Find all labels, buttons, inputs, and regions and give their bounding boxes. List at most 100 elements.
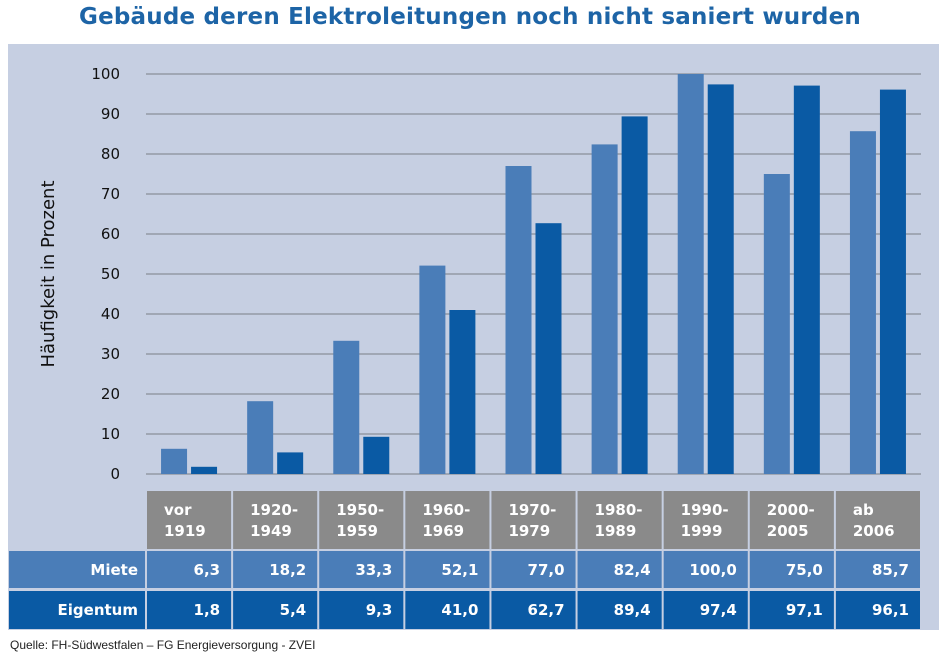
category-label: 1979 <box>508 522 550 540</box>
data-label: 77,0 <box>528 561 565 579</box>
category-label: 1969 <box>422 522 464 540</box>
category-label: 1999 <box>681 522 723 540</box>
category-label: 1980- <box>595 501 643 519</box>
category-label: 2000- <box>767 501 815 519</box>
category-label: 2006 <box>853 522 895 540</box>
table-value-cell <box>577 591 662 629</box>
y-tick-label: 60 <box>101 225 120 243</box>
y-tick-label: 80 <box>101 145 120 163</box>
bar-eigentum <box>621 116 648 475</box>
table-header-cell <box>835 491 920 549</box>
table-header-cell <box>577 491 662 549</box>
table-header-cell <box>663 491 748 549</box>
y-tick-label: 40 <box>101 305 120 323</box>
chart-svg: 0 10 20 30 40 50 60 70 80 90 100 Häufigkeit in Proz… <box>9 65 921 629</box>
row-label-eigentum: Eigentum <box>58 601 138 619</box>
category-label: ab <box>853 501 874 519</box>
data-label: 9,3 <box>366 601 393 619</box>
bar-miete <box>505 166 532 474</box>
table-value-cell <box>491 591 576 629</box>
data-label: 85,7 <box>872 561 909 579</box>
bar-eigentum <box>707 84 734 475</box>
y-tick-label: 20 <box>101 385 120 403</box>
category-label: 1990- <box>681 501 729 519</box>
row-label-cell <box>9 591 145 629</box>
table-value-cell <box>663 591 748 629</box>
table-header-cell <box>405 491 490 549</box>
data-label: 96,1 <box>872 601 909 619</box>
table-value-cell <box>147 591 232 629</box>
table-value-cell <box>405 551 490 588</box>
row-label-miete: Miete <box>90 561 138 579</box>
y-axis-label: Häufigkeit in Prozent <box>38 180 59 367</box>
table-value-cell <box>663 551 748 588</box>
bar-eigentum <box>793 85 820 474</box>
table-header-cell <box>491 491 576 549</box>
table-header-cell <box>749 491 834 549</box>
data-label: 100,0 <box>689 561 736 579</box>
source-note: Quelle: FH-Südwestfalen – FG Energievers… <box>10 638 316 652</box>
chart-title: Gebäude deren Elektroleitungen noch nich… <box>79 4 861 30</box>
data-label: 97,4 <box>700 601 737 619</box>
category-label: 2005 <box>767 522 809 540</box>
y-tick-label: 30 <box>101 345 120 363</box>
data-label: 97,1 <box>786 601 823 619</box>
table-value-cell <box>319 551 404 588</box>
data-label: 41,0 <box>441 601 478 619</box>
y-tick-label: 50 <box>101 265 120 283</box>
data-label: 6,3 <box>194 561 221 579</box>
category-label: 1949 <box>250 522 292 540</box>
table-header-cell <box>233 491 318 549</box>
bar-miete <box>763 174 790 474</box>
bar-miete <box>849 131 876 474</box>
y-tick-label: 70 <box>101 185 120 203</box>
table-value-cell <box>491 551 576 588</box>
category-label: 1950- <box>336 501 384 519</box>
y-tick-label: 100 <box>91 65 120 83</box>
table-value-cell <box>577 551 662 588</box>
table-value-cell <box>749 551 834 588</box>
table-value-cell <box>835 551 920 588</box>
table-header-cell <box>319 491 404 549</box>
data-label: 52,1 <box>441 561 478 579</box>
bar-miete <box>161 448 188 474</box>
chart-panel: 0 10 20 30 40 50 60 70 80 90 100 Häufigkeit in Proz… <box>8 44 939 630</box>
table-value-cell <box>147 551 232 588</box>
data-label: 18,2 <box>269 561 306 579</box>
bar-eigentum <box>449 310 476 474</box>
table-value-cell <box>749 591 834 629</box>
y-tick-label: 90 <box>101 105 120 123</box>
table-header-cell <box>147 491 232 549</box>
category-label: 1989 <box>595 522 637 540</box>
bar-miete <box>677 74 704 474</box>
table-value-cell <box>233 551 318 588</box>
category-label: 1919 <box>164 522 206 540</box>
bar-miete <box>591 144 618 474</box>
bar-eigentum <box>363 436 390 474</box>
category-label: 1970- <box>508 501 556 519</box>
data-label: 5,4 <box>280 601 307 619</box>
data-label: 1,8 <box>194 601 221 619</box>
y-tick-label: 10 <box>101 425 120 443</box>
bar-eigentum <box>879 89 906 474</box>
bar-eigentum <box>191 466 218 474</box>
category-label: 1959 <box>336 522 378 540</box>
table-value-cell <box>233 591 318 629</box>
data-label: 89,4 <box>614 601 651 619</box>
data-label: 33,3 <box>355 561 392 579</box>
category-label: vor <box>164 501 192 519</box>
bar-miete <box>419 265 446 474</box>
table-value-cell <box>405 591 490 629</box>
data-label: 82,4 <box>614 561 651 579</box>
bar-eigentum <box>277 452 304 474</box>
data-label: 62,7 <box>528 601 565 619</box>
row-label-cell <box>9 551 145 588</box>
category-label: 1960- <box>422 501 470 519</box>
bar-miete <box>333 340 360 474</box>
bar-eigentum <box>535 223 562 474</box>
category-label: 1920- <box>250 501 298 519</box>
table-value-cell <box>319 591 404 629</box>
y-tick-label: 0 <box>110 465 120 483</box>
bar-miete <box>247 401 274 474</box>
data-label: 75,0 <box>786 561 823 579</box>
